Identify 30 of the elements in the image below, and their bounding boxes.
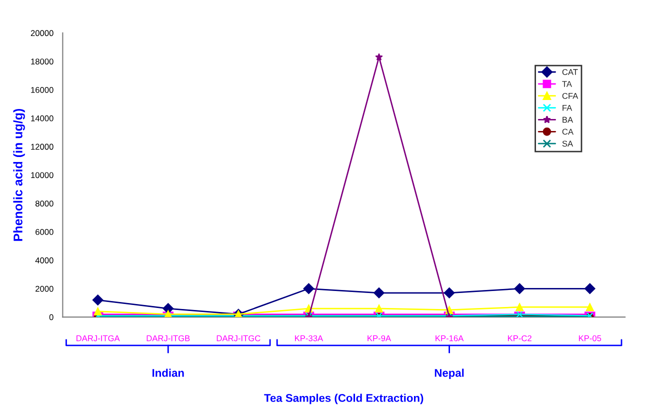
y-tick-label: 6000 — [36, 229, 54, 235]
y-axis-title: Phenolic acid (in ug/g) — [13, 108, 25, 241]
x-tick-label: KP-33A — [295, 335, 324, 342]
x-tick-label: KP-05 — [578, 335, 602, 342]
x-tick-label: DARJ-ITGC — [216, 335, 260, 342]
y-tick-label: 16000 — [31, 86, 54, 93]
y-tick-label: 2000 — [36, 286, 54, 292]
legend-label: SA — [562, 140, 574, 147]
y-tick-label: 4000 — [35, 257, 54, 264]
text: Indian — [152, 368, 184, 377]
y-tick-label: 0 — [49, 314, 54, 320]
x-tick-label: DARJ-ITGA — [76, 335, 120, 342]
legend-label: CAT — [562, 69, 578, 75]
legend-label: BA — [562, 116, 574, 123]
text: Nepal — [434, 368, 464, 380]
y-tick-label: 8000 — [36, 200, 54, 207]
y-tick-label: 20000 — [30, 30, 54, 36]
y-tick-label: 10000 — [31, 172, 54, 178]
legend-label: CA — [562, 128, 574, 135]
y-tick-label: 18000 — [31, 58, 54, 64]
x-tick-label: KP-9A — [368, 335, 392, 342]
legend-label: FA — [562, 104, 572, 111]
x-tick-label: KP-C2 — [508, 335, 532, 342]
legend-label: CFA — [562, 92, 578, 99]
x-tick-label: DARJ-ITGB — [146, 335, 190, 342]
legend-label: TA — [562, 81, 572, 87]
y-tick-label: 12000 — [31, 144, 54, 150]
x-tick-label: KP-16A — [436, 335, 464, 342]
y-tick-label: 14000 — [31, 115, 54, 122]
x-axis-title: Tea Samples (Cold Extraction) — [264, 394, 424, 404]
